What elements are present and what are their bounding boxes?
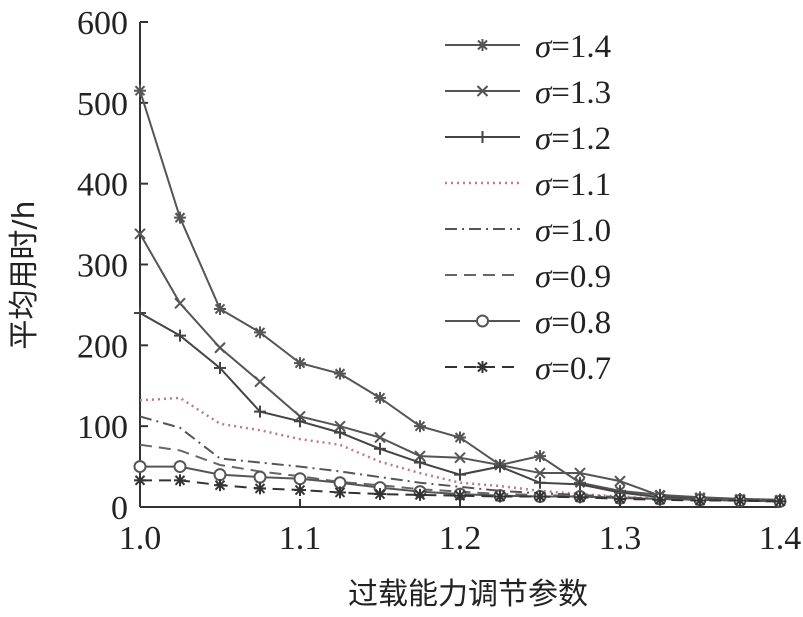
x-tick-label: 1.1 [279,520,322,557]
y-tick-label: 0 [111,490,128,527]
data-point [414,420,426,433]
x-axis-title: 过载能力调节参数 [348,577,588,612]
data-point [374,488,386,501]
legend-label: σ=1.3 [535,75,611,111]
data-point [334,420,346,432]
data-point [214,342,226,354]
data-point [334,367,346,380]
data-point [774,495,786,508]
data-point [294,357,306,370]
y-axis-title: 平均用时/h [7,200,42,349]
data-point [534,450,546,463]
x-tick-label: 1.3 [599,520,642,557]
data-point [174,211,186,224]
legend-marker [476,314,489,328]
data-point [694,494,706,507]
data-point [414,450,426,462]
data-point [534,476,546,489]
data-point [254,405,266,418]
data-point [374,442,386,455]
data-point [494,490,506,503]
legend-label: σ=1.1 [535,167,611,203]
data-point [334,486,346,499]
series-line-3 [139,396,781,503]
x-tick-label: 1.0 [119,520,162,557]
data-point [614,475,626,487]
data-point [534,490,546,503]
legend-item: σ=1.2 [445,121,611,157]
y-tick-label: 100 [77,409,128,446]
y-tick-label: 200 [77,328,128,365]
legend-label: σ=0.9 [535,259,611,295]
data-point [174,474,186,487]
data-point [334,426,346,439]
legend-label: σ=1.4 [535,29,611,65]
data-point [414,488,426,501]
data-point [454,431,466,444]
y-tick-label: 300 [77,248,128,285]
data-point [654,493,666,506]
legend-item: σ=1.3 [445,75,611,111]
data-point [214,302,226,315]
y-tick-label: 400 [77,167,128,204]
data-point [254,482,266,495]
legend-item: σ=1.4 [445,29,611,65]
data-point [293,472,307,486]
data-point [374,431,386,444]
legend: σ=1.4 σ=1.3 σ=1.2 σ=1.1 σ=1.0 σ=0.9 σ=0.8 σ=0.7 [445,29,611,387]
data-point [454,468,466,481]
data-point [134,307,146,319]
data-point [174,329,186,342]
series-line-1 [139,233,781,502]
legend-item: σ=0.8 [445,305,611,341]
data-point [454,451,466,464]
data-point [494,460,506,473]
data-point [574,467,586,479]
y-tick-label: 600 [77,5,128,42]
data-point [133,460,147,474]
legend-label: σ=1.2 [535,121,611,157]
data-point [574,491,586,504]
legend-item: σ=0.7 [445,351,611,387]
legend-item: σ=0.9 [445,259,611,295]
data-point [534,467,546,479]
x-tick-label: 1.2 [439,520,482,557]
legend-label: σ=0.8 [535,305,611,341]
data-point [374,391,386,404]
data-point [173,460,187,474]
data-point [294,484,306,497]
data-point [174,297,186,310]
plot-area: 0 100 200 300 400 500 600 1.0 1.1 1.2 1.3 1.4 [77,5,801,557]
y-tick-label: 500 [77,86,128,123]
data-point [574,478,586,491]
data-point [254,326,266,339]
x-tick-label: 1.4 [759,520,802,557]
data-point [134,84,146,97]
data-point [134,228,146,240]
legend-label: σ=1.0 [535,213,611,249]
legend-marker [476,85,489,97]
data-point [253,470,267,484]
data-point [734,494,746,507]
legend-marker [476,361,489,373]
data-point [213,468,227,482]
data-point [294,415,306,428]
legend-marker [476,39,489,51]
legend-label: σ=0.7 [535,351,611,387]
data-point [614,492,626,505]
series-line-7 [140,479,781,503]
data-point [414,456,426,469]
data-point [214,479,226,492]
legend-marker [476,131,489,143]
data-point [214,361,226,374]
data-point [454,489,466,502]
legend-item: σ=1.0 [445,213,611,249]
data-point [134,474,146,487]
legend-item: σ=1.1 [445,167,611,203]
data-point [254,376,266,388]
